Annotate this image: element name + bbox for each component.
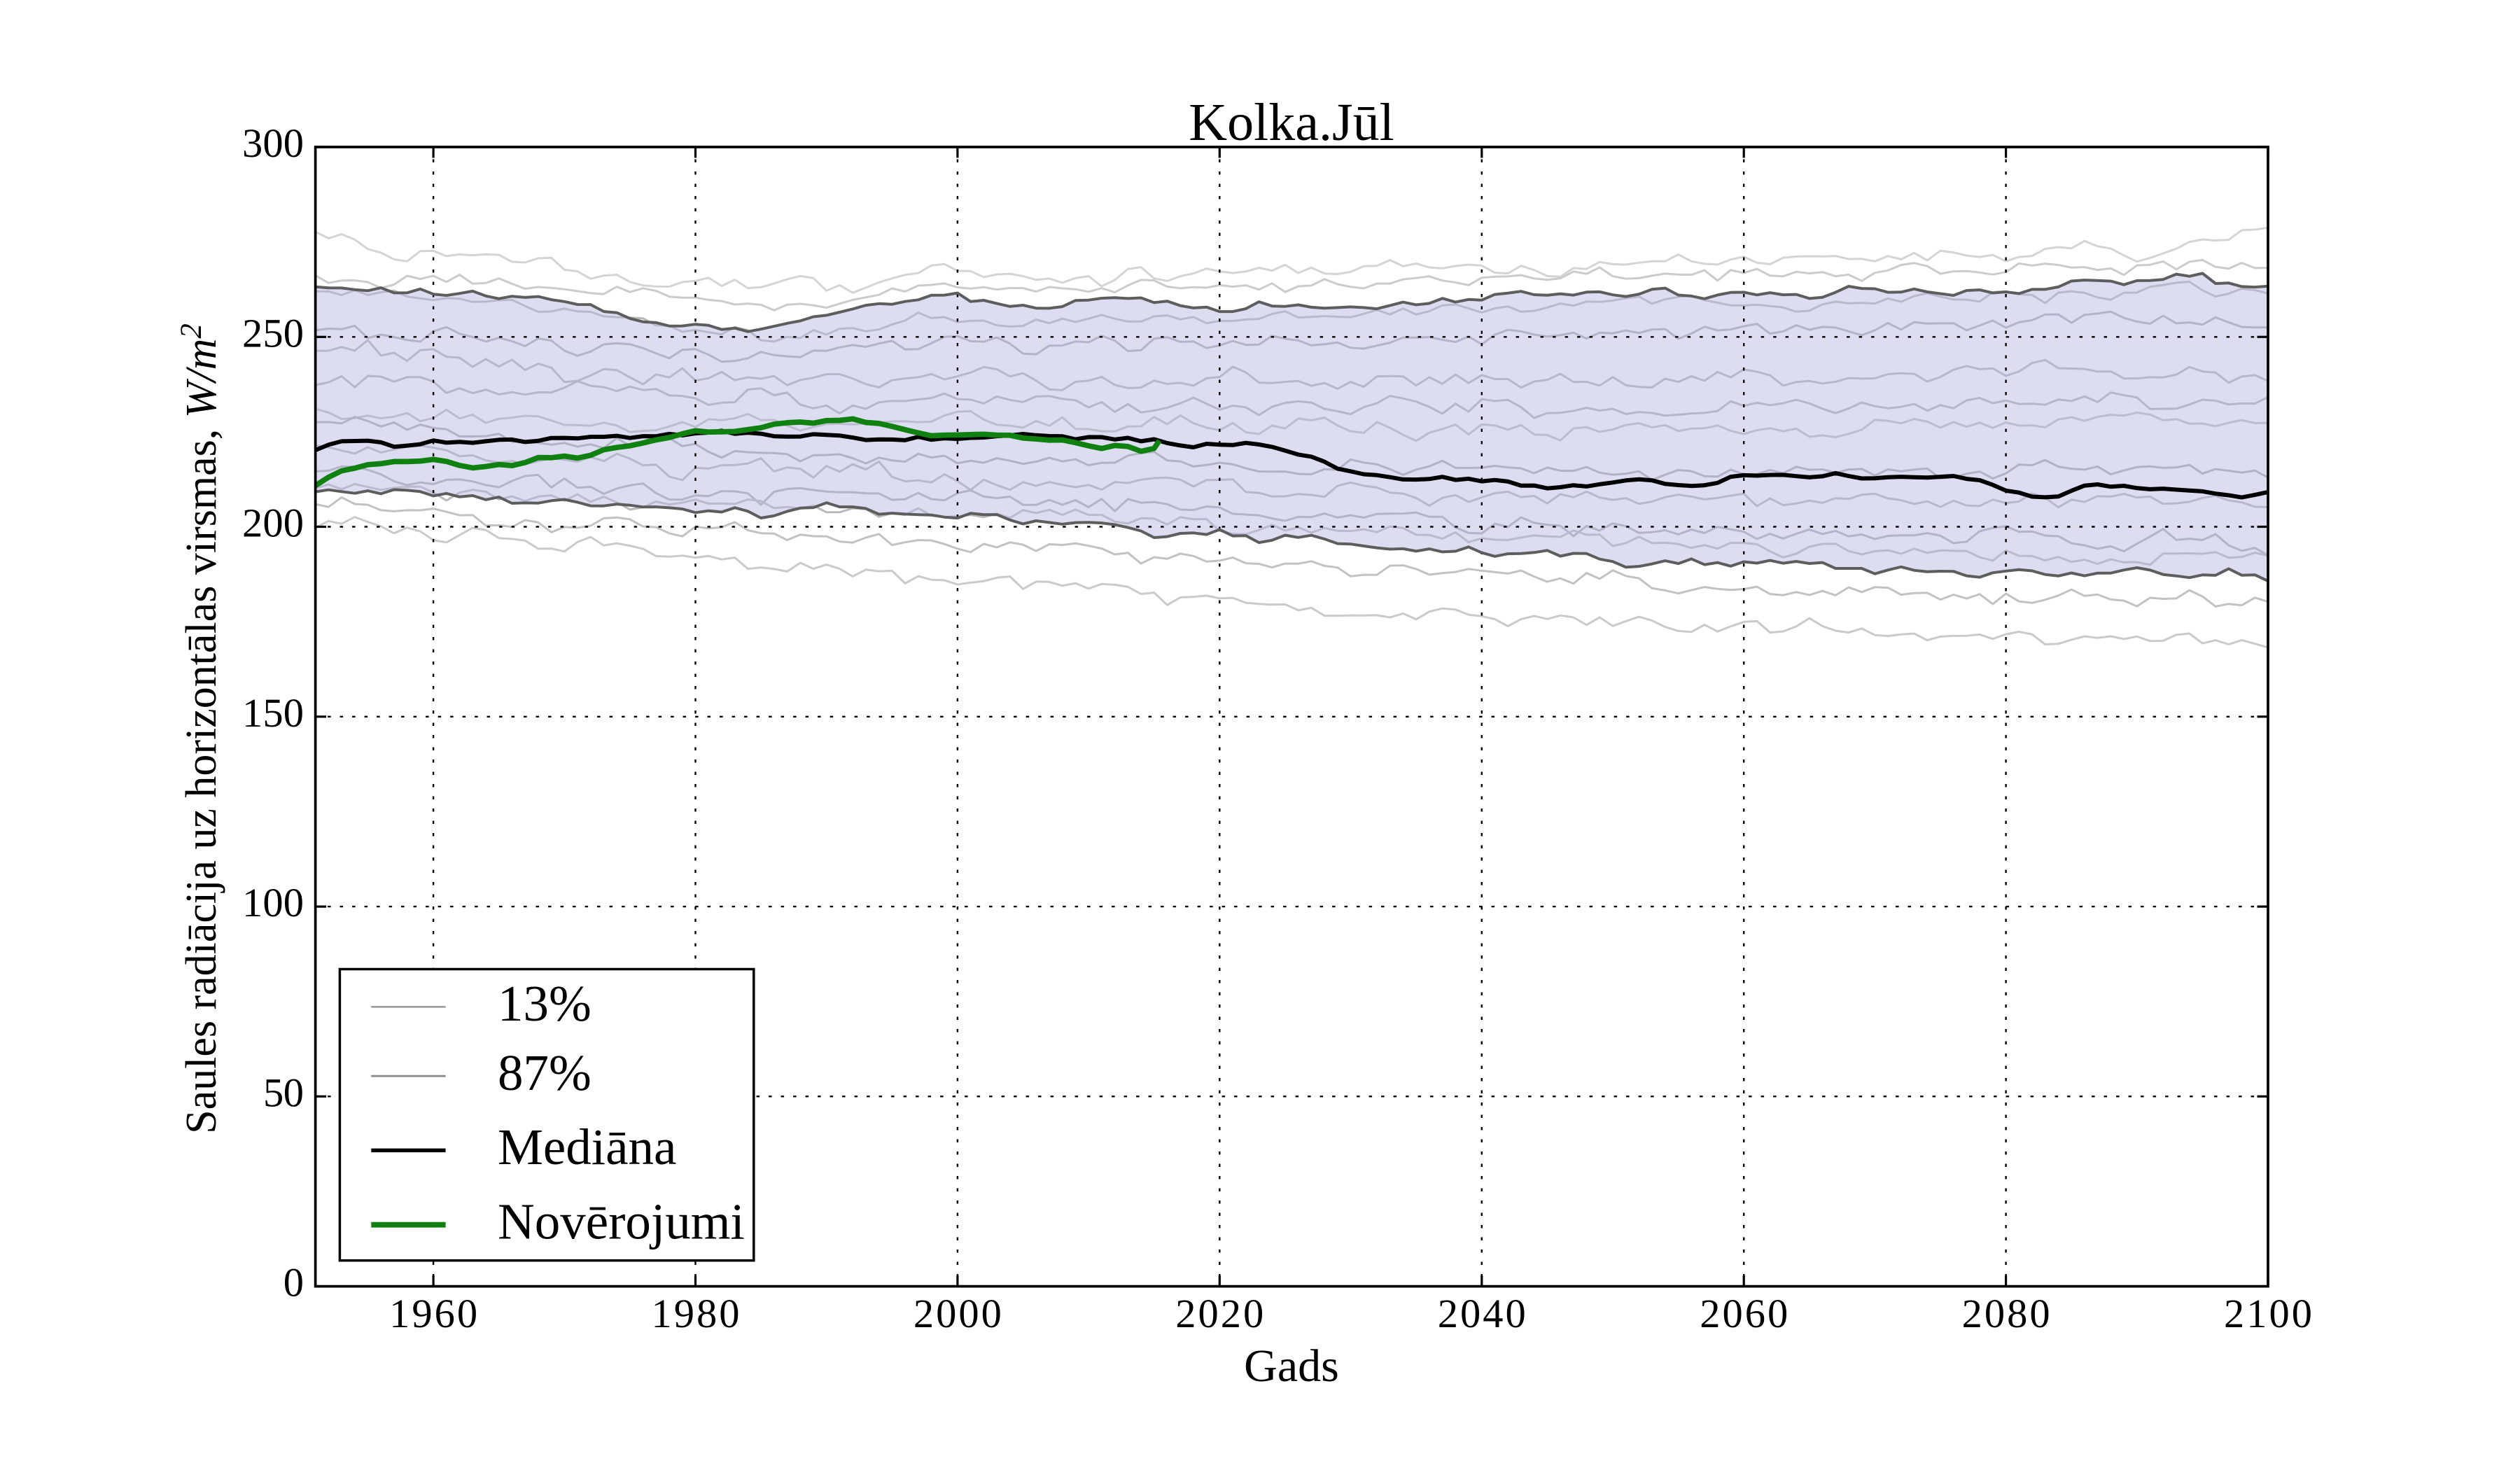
svg-text:Gads: Gads bbox=[1244, 1340, 1339, 1392]
svg-text:Kolka.Jūl: Kolka.Jūl bbox=[1189, 93, 1394, 152]
svg-text:0: 0 bbox=[284, 1260, 304, 1306]
svg-text:87%: 87% bbox=[498, 1044, 592, 1101]
svg-text:50: 50 bbox=[263, 1070, 304, 1115]
svg-text:13%: 13% bbox=[498, 975, 592, 1032]
svg-text:200: 200 bbox=[242, 500, 304, 546]
svg-text:250: 250 bbox=[242, 310, 304, 356]
svg-text:Novērojumi: Novērojumi bbox=[498, 1193, 745, 1250]
svg-text:150: 150 bbox=[242, 690, 304, 736]
svg-text:100: 100 bbox=[242, 880, 304, 925]
svg-text:Mediāna: Mediāna bbox=[498, 1119, 676, 1175]
svg-text:Saules radiācija uz horizontāl: Saules radiācija uz horizontālas virsmas… bbox=[175, 323, 225, 1134]
svg-text:300: 300 bbox=[242, 120, 304, 166]
